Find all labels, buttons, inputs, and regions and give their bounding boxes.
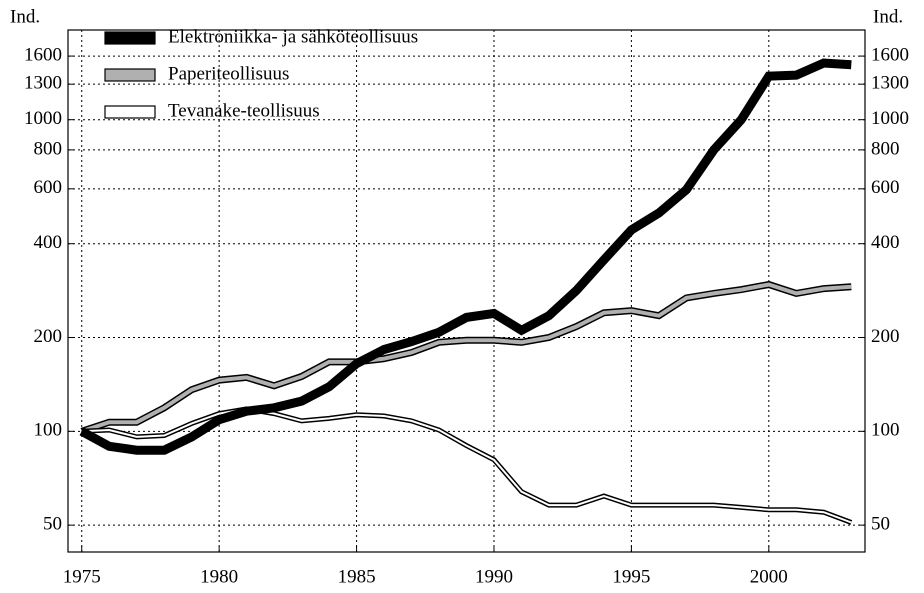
y-tick-label: 100	[34, 420, 63, 441]
x-tick-label: 1990	[475, 566, 513, 587]
x-tick-label: 1985	[338, 566, 376, 587]
x-tick-label: 2000	[750, 566, 788, 587]
y2-tick-label: 200	[871, 326, 900, 347]
x-tick-label: 1975	[63, 566, 101, 587]
y-axis-label: Ind.	[10, 6, 40, 27]
y-tick-label: 1600	[24, 44, 62, 65]
y-tick-label: 1000	[24, 108, 62, 129]
y2-tick-label: 50	[871, 514, 890, 535]
y2-tick-label: 1600	[871, 44, 909, 65]
x-tick-label: 1980	[200, 566, 238, 587]
series-outline	[80, 280, 852, 435]
legend-label: Paperiteollisuus	[168, 63, 289, 84]
y2-tick-label: 100	[871, 420, 900, 441]
plot-frame	[67, 29, 866, 553]
y2-tick-label: 600	[871, 177, 900, 198]
legend-swatch	[104, 105, 156, 119]
legend-swatch	[104, 68, 156, 82]
y-tick-label: 200	[34, 326, 63, 347]
y2-tick-label: 1000	[871, 108, 909, 129]
y2-tick-label: 800	[871, 138, 900, 159]
y2-axis-label: Ind.	[873, 6, 903, 27]
y-tick-label: 600	[34, 177, 63, 198]
series-line	[81, 282, 852, 434]
x-tick-label: 1995	[612, 566, 650, 587]
y-tick-label: 400	[34, 232, 63, 253]
series-line	[81, 407, 852, 524]
y-tick-label: 800	[34, 138, 63, 159]
y-tick-label: 50	[43, 514, 62, 535]
y-tick-label: 1300	[24, 73, 62, 94]
y2-tick-label: 400	[871, 232, 900, 253]
legend-label: Elektroniikka- ja sähköteollisuus	[168, 26, 418, 47]
series-line	[79, 58, 852, 455]
legend-label: Tevanake-teollisuus	[168, 100, 320, 121]
series-outline	[81, 406, 853, 525]
legend-swatch	[104, 31, 156, 45]
y2-tick-label: 1300	[871, 73, 909, 94]
